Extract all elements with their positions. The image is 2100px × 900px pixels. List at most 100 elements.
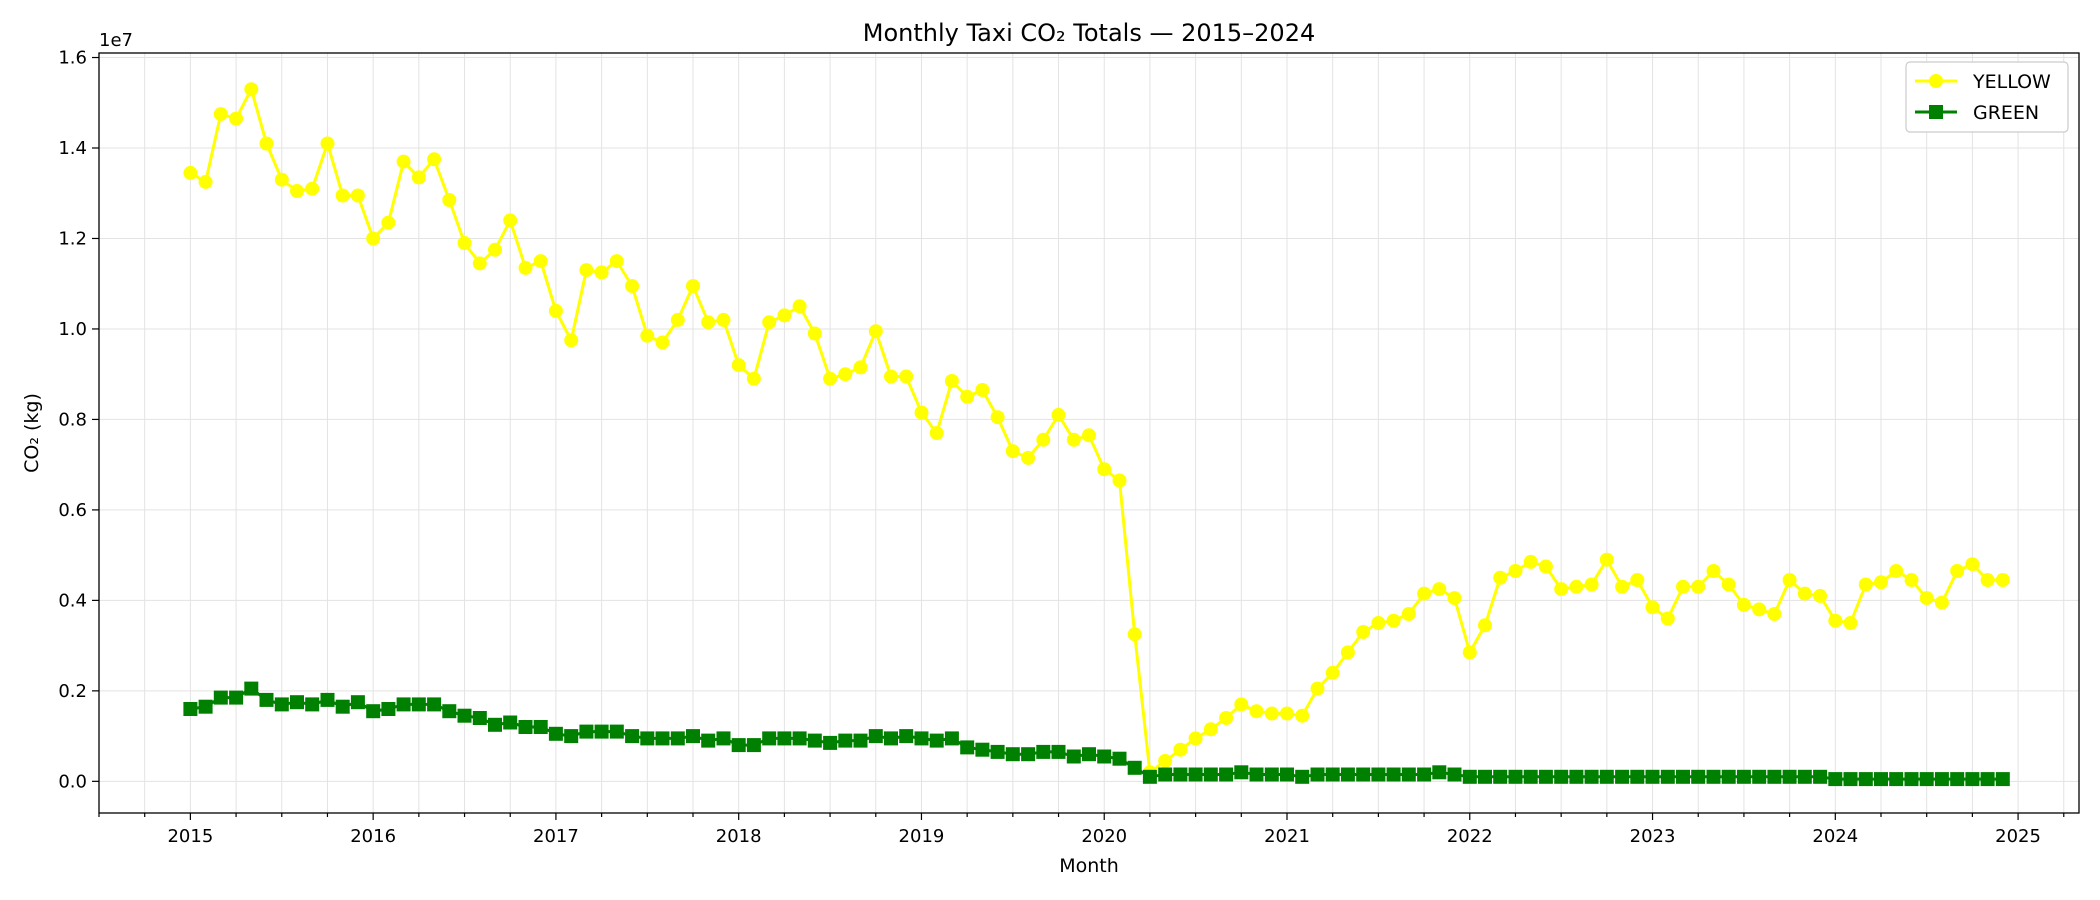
data-point-yellow [1401,607,1416,621]
data-point-green [1736,769,1751,784]
data-point-yellow [1828,613,1843,628]
y-tick-label: 0.6 [58,500,87,521]
data-point-green [1340,767,1355,782]
x-tick-label: 2016 [350,826,396,847]
data-point-green [1584,769,1599,784]
data-point-yellow [762,315,777,330]
data-point-yellow [777,308,792,323]
data-point-yellow [1797,586,1812,601]
data-point-yellow [1889,564,1904,578]
data-point-green [335,699,350,714]
data-point-green [975,742,990,757]
data-point-green [274,697,289,712]
data-point-yellow [259,136,274,151]
data-point-green [640,731,655,746]
data-point-yellow [1660,611,1675,626]
data-point-green [1005,747,1020,762]
data-point-yellow [1234,697,1249,712]
data-point-yellow [1538,559,1553,574]
y-axis-offset-label: 1e7 [99,30,133,51]
data-point-yellow [1736,597,1751,612]
data-point-yellow [381,215,396,230]
data-point-yellow [944,374,959,388]
data-point-yellow [396,154,411,169]
data-point-yellow [1173,742,1188,757]
data-point-yellow [670,312,685,327]
data-point-yellow [1980,573,1995,587]
data-point-yellow [1264,706,1279,721]
data-point-green [1203,767,1218,782]
data-point-green [1051,744,1066,759]
data-point-green [1478,769,1492,784]
data-point-yellow [1874,575,1888,590]
series-yellow [183,82,2010,780]
data-point-green [183,702,198,716]
data-point-yellow [564,333,579,348]
data-point-green [1813,769,1828,784]
data-point-green [1234,765,1249,780]
data-point-green [1538,769,1553,784]
data-point-green [1767,769,1782,784]
data-point-yellow [914,405,929,420]
data-point-green [1249,767,1264,782]
y-tick-label: 0.2 [58,681,87,702]
data-point-green [1965,772,1980,787]
data-point-green [1569,769,1584,784]
data-point-green [1082,747,1096,762]
data-point-yellow [1356,625,1371,639]
data-point-yellow [1676,579,1690,594]
data-point-green [472,711,487,725]
data-point-yellow [305,181,320,196]
data-point-green [1188,767,1203,782]
data-point-green [1386,767,1401,782]
data-point-yellow [1691,579,1706,594]
data-point-yellow [442,193,457,207]
data-point-yellow [807,326,822,341]
data-point-yellow [1858,577,1873,592]
data-point-green [1752,769,1767,784]
data-point-green [655,731,670,746]
data-point-green [259,692,274,707]
data-point-green [914,731,929,746]
data-point-yellow [1386,613,1401,628]
data-point-green [564,729,579,744]
legend-green-marker [1929,105,1943,119]
data-point-green [1843,772,1858,787]
data-point-yellow [1782,573,1797,587]
data-point-yellow [1310,681,1325,696]
data-point-yellow [1645,600,1660,615]
x-tick-label: 2020 [1081,826,1127,847]
data-point-green [229,690,244,705]
data-point-yellow [1340,645,1355,660]
data-point-green [198,699,213,714]
data-point-yellow [899,369,914,384]
data-point-green [533,720,548,734]
data-point-green [1158,767,1173,782]
data-point-green [548,726,563,741]
data-point-green [670,731,685,746]
data-point-yellow [1843,616,1858,630]
data-point-green [1219,767,1234,782]
data-point-green [1127,760,1142,775]
data-point-yellow [853,360,868,375]
data-point-yellow [1706,564,1721,578]
data-point-yellow [625,279,640,293]
data-point-yellow [366,231,381,246]
data-point-yellow [1188,731,1203,746]
legend-green-label: GREEN [1973,102,2039,124]
data-point-yellow [244,82,259,97]
data-point-yellow [1919,591,1934,606]
data-point-green [1280,767,1294,782]
data-point-green [1021,747,1036,762]
data-point-green [625,729,640,744]
data-point-green [1097,749,1112,764]
data-point-green [1371,767,1386,782]
y-tick-label: 1.0 [58,319,87,340]
data-point-yellow [1066,432,1081,447]
data-point-green [427,697,442,712]
data-point-green [823,735,838,750]
data-point-green [1066,749,1081,764]
data-point-yellow [1005,444,1020,459]
data-point-green [1934,772,1949,787]
